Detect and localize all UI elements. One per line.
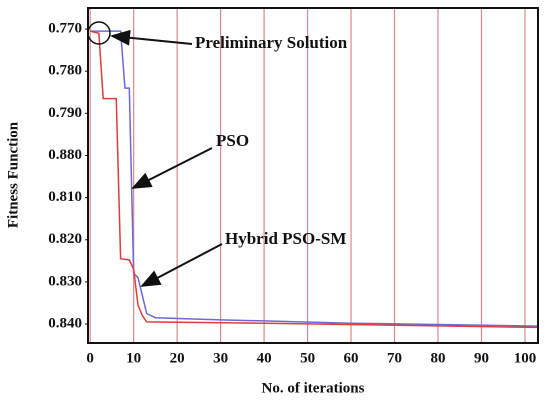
start-circle	[87, 21, 111, 45]
y-tick-label: 0.840	[48, 315, 82, 331]
x-tick-label: 60	[344, 350, 359, 366]
arrow	[110, 29, 193, 46]
x-tick-label: 10	[126, 350, 141, 366]
series-line	[90, 30, 539, 327]
x-tick-label: 50	[300, 350, 315, 366]
x-tick-label: 30	[213, 350, 228, 366]
plot-frame	[87, 7, 539, 344]
x-tick-label: 80	[431, 350, 446, 366]
x-tick-label: 70	[387, 350, 402, 366]
y-tick-label: 0.880	[48, 147, 82, 163]
series-line	[89, 30, 539, 329]
y-tick-label: 0.820	[48, 231, 82, 247]
y-tick-label: 0.830	[48, 273, 82, 289]
annotation: Preliminary Solution	[195, 33, 348, 52]
x-tick-label: 20	[170, 350, 185, 366]
x-tick-label: 100	[514, 350, 537, 366]
x-tick-label: 40	[257, 350, 272, 366]
x-axis-label: No. of iterations	[262, 380, 365, 396]
y-tick-label: 0.810	[48, 189, 82, 205]
x-tick-label: 90	[474, 350, 489, 366]
y-tick-label: 0.780	[48, 63, 82, 79]
arrow	[140, 243, 223, 287]
annotation: PSO	[216, 131, 249, 150]
y-axis-label: Fitness Function	[5, 121, 21, 228]
arrow	[131, 147, 213, 189]
y-tick-label: 0.770	[48, 21, 82, 37]
x-tick-label: 0	[86, 350, 94, 366]
annotation: Hybrid PSO-SM	[225, 229, 346, 248]
y-tick-label: 0.790	[48, 105, 82, 121]
